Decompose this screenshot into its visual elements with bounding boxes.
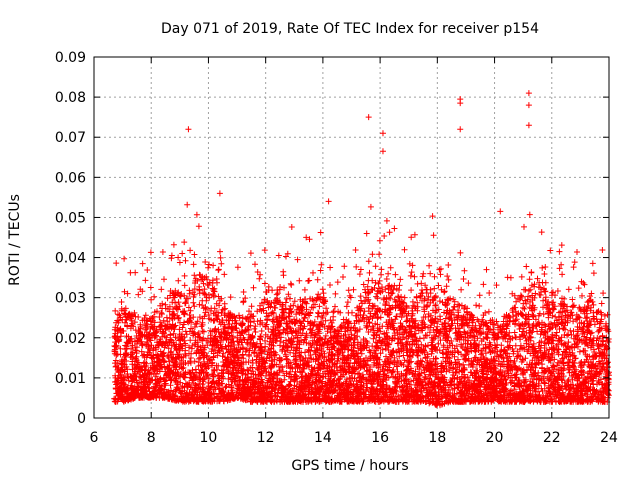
x-tick-label: 8 (147, 430, 156, 446)
x-tick-label: 14 (314, 430, 332, 446)
y-tick-label: 0.08 (55, 90, 86, 106)
y-tick-label: 0.01 (55, 371, 86, 387)
y-axis-label: ROTI / TECUs (7, 194, 23, 286)
scatter-point-cloud (111, 201, 612, 409)
y-tick-label: 0.04 (55, 251, 86, 267)
x-tick-label: 22 (543, 430, 561, 446)
scatter-point (325, 198, 332, 205)
scatter-point (365, 114, 372, 121)
x-tick-label: 18 (428, 430, 446, 446)
plot-frame (93, 56, 610, 419)
chart-title: Day 071 of 2019, Rate Of TEC Index for r… (161, 21, 539, 37)
scatter-point (379, 148, 386, 155)
y-tick-label: 0.05 (55, 210, 86, 226)
scatter-point (525, 122, 532, 129)
scatter-point (379, 130, 386, 137)
y-tick-label: 0.09 (55, 50, 86, 66)
data-points (111, 90, 612, 409)
scatter-point (139, 260, 146, 267)
x-axis-label: GPS time / hours (291, 458, 408, 474)
y-tick-label: 0.06 (55, 170, 86, 186)
scatter-point (185, 126, 192, 133)
scatter-point (216, 190, 223, 197)
axis-ticks (93, 56, 610, 419)
x-tick-label: 12 (257, 430, 275, 446)
scatter-point (497, 208, 504, 215)
y-tick-label: 0.02 (55, 331, 86, 347)
y-tick-label: 0.07 (55, 130, 86, 146)
y-tick-label: 0.03 (55, 291, 86, 307)
x-tick-label: 10 (200, 430, 218, 446)
x-tick-label: 6 (90, 430, 99, 446)
y-tick-label: 0 (77, 411, 86, 427)
scatter-point (525, 102, 532, 109)
x-tick-label: 20 (486, 430, 504, 446)
scatter-point (525, 90, 532, 97)
tick-labels: 6 8 10 12 14 16 18 20 22 24 0 0.01 0.02 0.03 0.04 0.05 0… (55, 50, 618, 446)
x-tick-label: 16 (371, 430, 389, 446)
x-tick-label: 24 (600, 430, 618, 446)
scatter-point (457, 126, 464, 133)
scatter-point (457, 100, 464, 107)
